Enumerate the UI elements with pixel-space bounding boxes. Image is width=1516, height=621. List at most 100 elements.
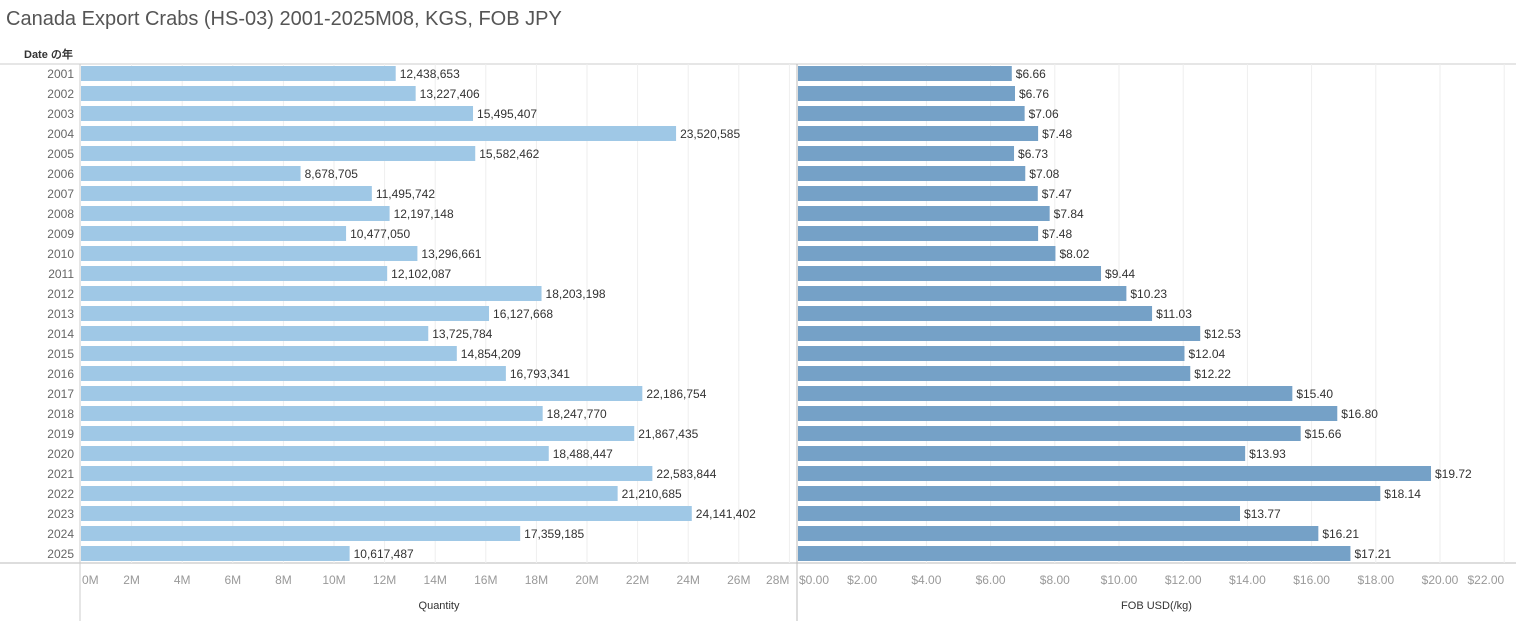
row-label: 2022	[47, 487, 74, 501]
bar-2021	[798, 466, 1432, 481]
data-label: $12.22	[1194, 367, 1231, 381]
x-tick-label: 28M	[766, 573, 789, 587]
bar-2008	[798, 206, 1050, 221]
row-label: 2007	[47, 187, 74, 201]
data-label: 23,520,585	[680, 127, 740, 141]
x-tick-label: 14M	[424, 573, 447, 587]
data-label: 8,678,705	[305, 167, 359, 181]
x-tick-label: $12.00	[1165, 573, 1202, 587]
row-label: 2019	[47, 427, 74, 441]
x-tick-label: 18M	[525, 573, 548, 587]
bar-2022	[798, 486, 1381, 501]
data-label: 16,127,668	[493, 307, 553, 321]
bar-2001	[798, 66, 1012, 81]
bar-2009	[81, 226, 347, 241]
data-label: $9.44	[1105, 267, 1135, 281]
bar-2014	[81, 326, 429, 341]
bar-2024	[81, 526, 521, 541]
row-label: 2004	[47, 127, 74, 141]
x-tick-label: 8M	[275, 573, 292, 587]
bar-2002	[798, 86, 1015, 101]
data-label: $7.48	[1042, 227, 1072, 241]
bar-2019	[81, 426, 635, 441]
x-tick-label: 16M	[474, 573, 497, 587]
data-label: $17.21	[1354, 547, 1391, 561]
data-label: $15.66	[1305, 427, 1342, 441]
bar-2020	[798, 446, 1246, 461]
x-axis-title: FOB USD(/kg)	[1121, 600, 1192, 612]
chart-title: Canada Export Crabs (HS-03) 2001-2025M08…	[6, 8, 562, 30]
row-label: 2001	[47, 67, 74, 81]
x-tick-label: $6.00	[976, 573, 1006, 587]
row-label: 2024	[47, 527, 74, 541]
row-label: 2002	[47, 87, 74, 101]
data-label: 11,495,742	[376, 187, 435, 201]
bar-2011	[81, 266, 388, 281]
bar-2022	[81, 486, 618, 501]
bar-2004	[798, 126, 1039, 141]
bar-2005	[81, 146, 476, 161]
x-tick-label: 20M	[575, 573, 598, 587]
bar-2012	[798, 286, 1127, 301]
bar-2013	[798, 306, 1153, 321]
bar-2021	[81, 466, 653, 481]
bar-2017	[81, 386, 643, 401]
bar-2010	[798, 246, 1056, 261]
data-label: 15,582,462	[479, 147, 539, 161]
bar-2012	[81, 286, 542, 301]
row-label: 2014	[47, 327, 74, 341]
data-label: $6.76	[1019, 87, 1049, 101]
row-label: 2017	[47, 387, 74, 401]
bar-2003	[798, 106, 1025, 121]
x-axis-title: Quantity	[419, 600, 460, 612]
data-label: $13.93	[1249, 447, 1286, 461]
data-label: $19.72	[1435, 467, 1472, 481]
bar-2016	[798, 366, 1191, 381]
bar-2018	[81, 406, 543, 421]
row-label: 2023	[47, 507, 74, 521]
x-tick-label: 4M	[174, 573, 191, 587]
data-label: $7.47	[1042, 187, 1072, 201]
bar-2015	[81, 346, 457, 361]
data-label: 17,359,185	[524, 527, 584, 541]
bar-2016	[81, 366, 506, 381]
x-tick-label: $16.00	[1293, 573, 1330, 587]
data-label: 12,438,653	[400, 67, 460, 81]
x-tick-label: 24M	[677, 573, 700, 587]
data-label: $18.14	[1384, 487, 1421, 501]
bar-2004	[81, 126, 677, 141]
data-label: 14,854,209	[461, 347, 521, 361]
x-tick-label: $18.00	[1357, 573, 1394, 587]
data-label: 16,793,341	[510, 367, 570, 381]
x-tick-label: $8.00	[1040, 573, 1070, 587]
row-label: 2005	[47, 147, 74, 161]
x-tick-label: $22.00	[1467, 573, 1504, 587]
bar-2018	[798, 406, 1338, 421]
data-label: 18,488,447	[553, 447, 613, 461]
bar-2003	[81, 106, 474, 121]
bar-2001	[81, 66, 396, 81]
x-tick-label: 2M	[123, 573, 140, 587]
x-tick-label: 12M	[373, 573, 396, 587]
row-label: 2016	[47, 367, 74, 381]
row-label: 2018	[47, 407, 74, 421]
data-label: 15,495,407	[477, 107, 537, 121]
bar-2025	[798, 546, 1351, 561]
row-label: 2008	[47, 207, 74, 221]
bar-2002	[81, 86, 416, 101]
x-tick-label: 26M	[727, 573, 750, 587]
x-tick-label: 0M	[82, 573, 99, 587]
x-tick-label: $2.00	[847, 573, 877, 587]
row-header: Date の年	[24, 47, 73, 61]
bar-2007	[798, 186, 1038, 201]
row-label: 2013	[47, 307, 74, 321]
row-label: 2025	[47, 547, 74, 561]
data-label: $11.03	[1156, 307, 1192, 321]
bar-2023	[81, 506, 692, 521]
x-tick-label: $14.00	[1229, 573, 1266, 587]
data-label: $7.06	[1029, 107, 1059, 121]
x-tick-label: $4.00	[911, 573, 941, 587]
row-label: 2010	[47, 247, 74, 261]
bar-2024	[798, 526, 1319, 541]
bar-2020	[81, 446, 549, 461]
